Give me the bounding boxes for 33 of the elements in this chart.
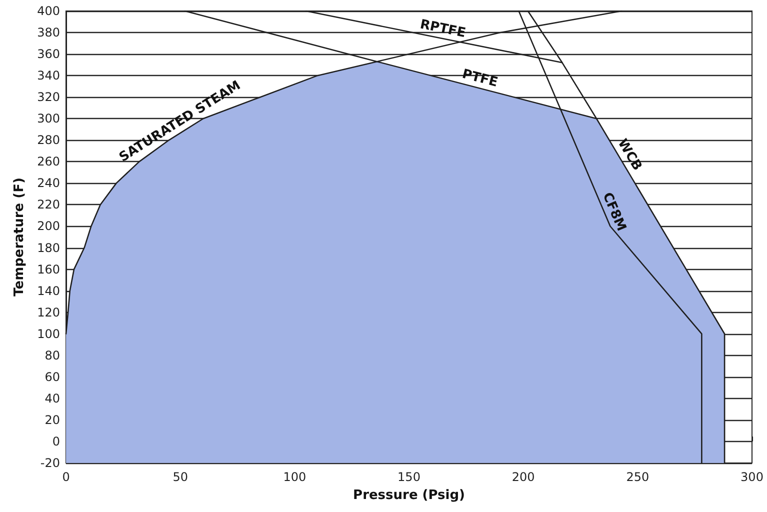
y-tick-label: 260 — [37, 154, 60, 169]
x-tick-label: 300 — [740, 470, 764, 484]
y-tick-label: 240 — [37, 176, 60, 190]
y-tick-label: 60 — [44, 370, 60, 384]
y-tick-label: 300 — [37, 112, 60, 126]
x-tick-label: 50 — [172, 470, 188, 484]
y-tick-label: 180 — [37, 240, 60, 255]
y-tick-label: 220 — [37, 198, 60, 212]
annotation: RPTFE — [418, 17, 467, 41]
y-tick-label: 320 — [37, 90, 60, 104]
y-tick-label: 140 — [37, 284, 60, 298]
y-tick-label: 100 — [37, 326, 60, 341]
y-tick-label: 0 — [52, 434, 60, 448]
y-tick-label: 120 — [37, 305, 60, 320]
annotation: PTFE — [460, 66, 500, 90]
y-tick-label: 160 — [37, 262, 60, 276]
x-tick-label: 200 — [512, 470, 535, 484]
y-tick-label: -20 — [40, 456, 60, 470]
y-tick-label: 400 — [37, 4, 60, 18]
y-tick-label: 280 — [37, 133, 60, 148]
y-tick-label: 360 — [37, 47, 60, 62]
x-axis-title: Pressure (Psig) — [353, 488, 465, 503]
x-tick-label: 250 — [626, 470, 650, 484]
y-tick-label: 200 — [37, 219, 60, 234]
y-axis-title: Temperature (F) — [12, 178, 27, 296]
x-tick-label: 150 — [398, 470, 420, 484]
x-tick-label: 0 — [62, 470, 70, 484]
x-tick-label: 100 — [283, 470, 306, 484]
y-tick-label: 80 — [44, 348, 60, 362]
y-tick-label: 20 — [44, 412, 60, 427]
y-tick-label: 40 — [44, 391, 60, 406]
y-tick-label: 380 — [37, 26, 60, 40]
y-tick-label: 340 — [37, 68, 60, 83]
